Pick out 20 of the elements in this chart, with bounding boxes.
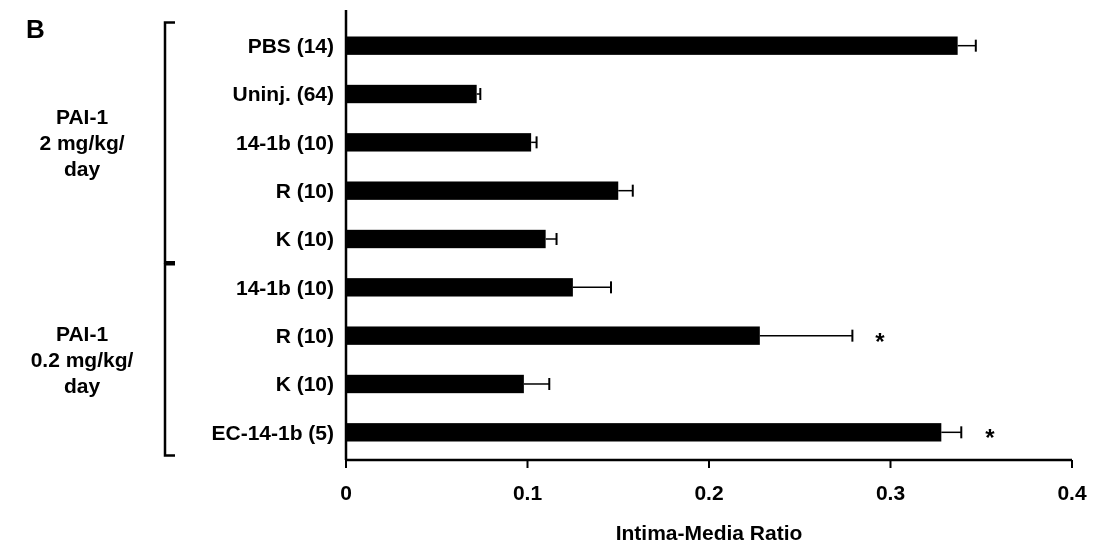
y-tick-label: K (10) <box>275 372 334 396</box>
y-tick-label: 14-1b (10) <box>235 275 334 299</box>
x-tick-label: 0.2 <box>694 481 724 504</box>
y-tick-label: PBS (14) <box>247 34 334 58</box>
y-tick-label: Uninj. (64) <box>232 82 334 106</box>
y-tick-label: 14-1b (10) <box>235 130 334 154</box>
y-tick-label: K (10) <box>275 227 334 251</box>
text: B <box>26 14 45 44</box>
y-tick-label: EC-14-1b (5) <box>211 420 334 444</box>
text: PAI-1 2 mg/kg/ day <box>39 104 125 180</box>
x-tick-label: 0.1 <box>512 481 543 504</box>
y-tick-label: R (10) <box>275 179 334 203</box>
y-tick-label: R (10) <box>275 324 334 348</box>
x-tick-label: 0.4 <box>1057 481 1087 504</box>
x-tick-label: 0.3 <box>875 481 906 504</box>
x-axis-title: Intima-Media Ratio <box>615 521 803 544</box>
text: PAI-1 0.2 mg/kg/ day <box>30 322 134 398</box>
annotation: * <box>875 327 886 355</box>
x-tick-label: 0 <box>340 481 352 504</box>
annotation: * <box>985 424 996 452</box>
